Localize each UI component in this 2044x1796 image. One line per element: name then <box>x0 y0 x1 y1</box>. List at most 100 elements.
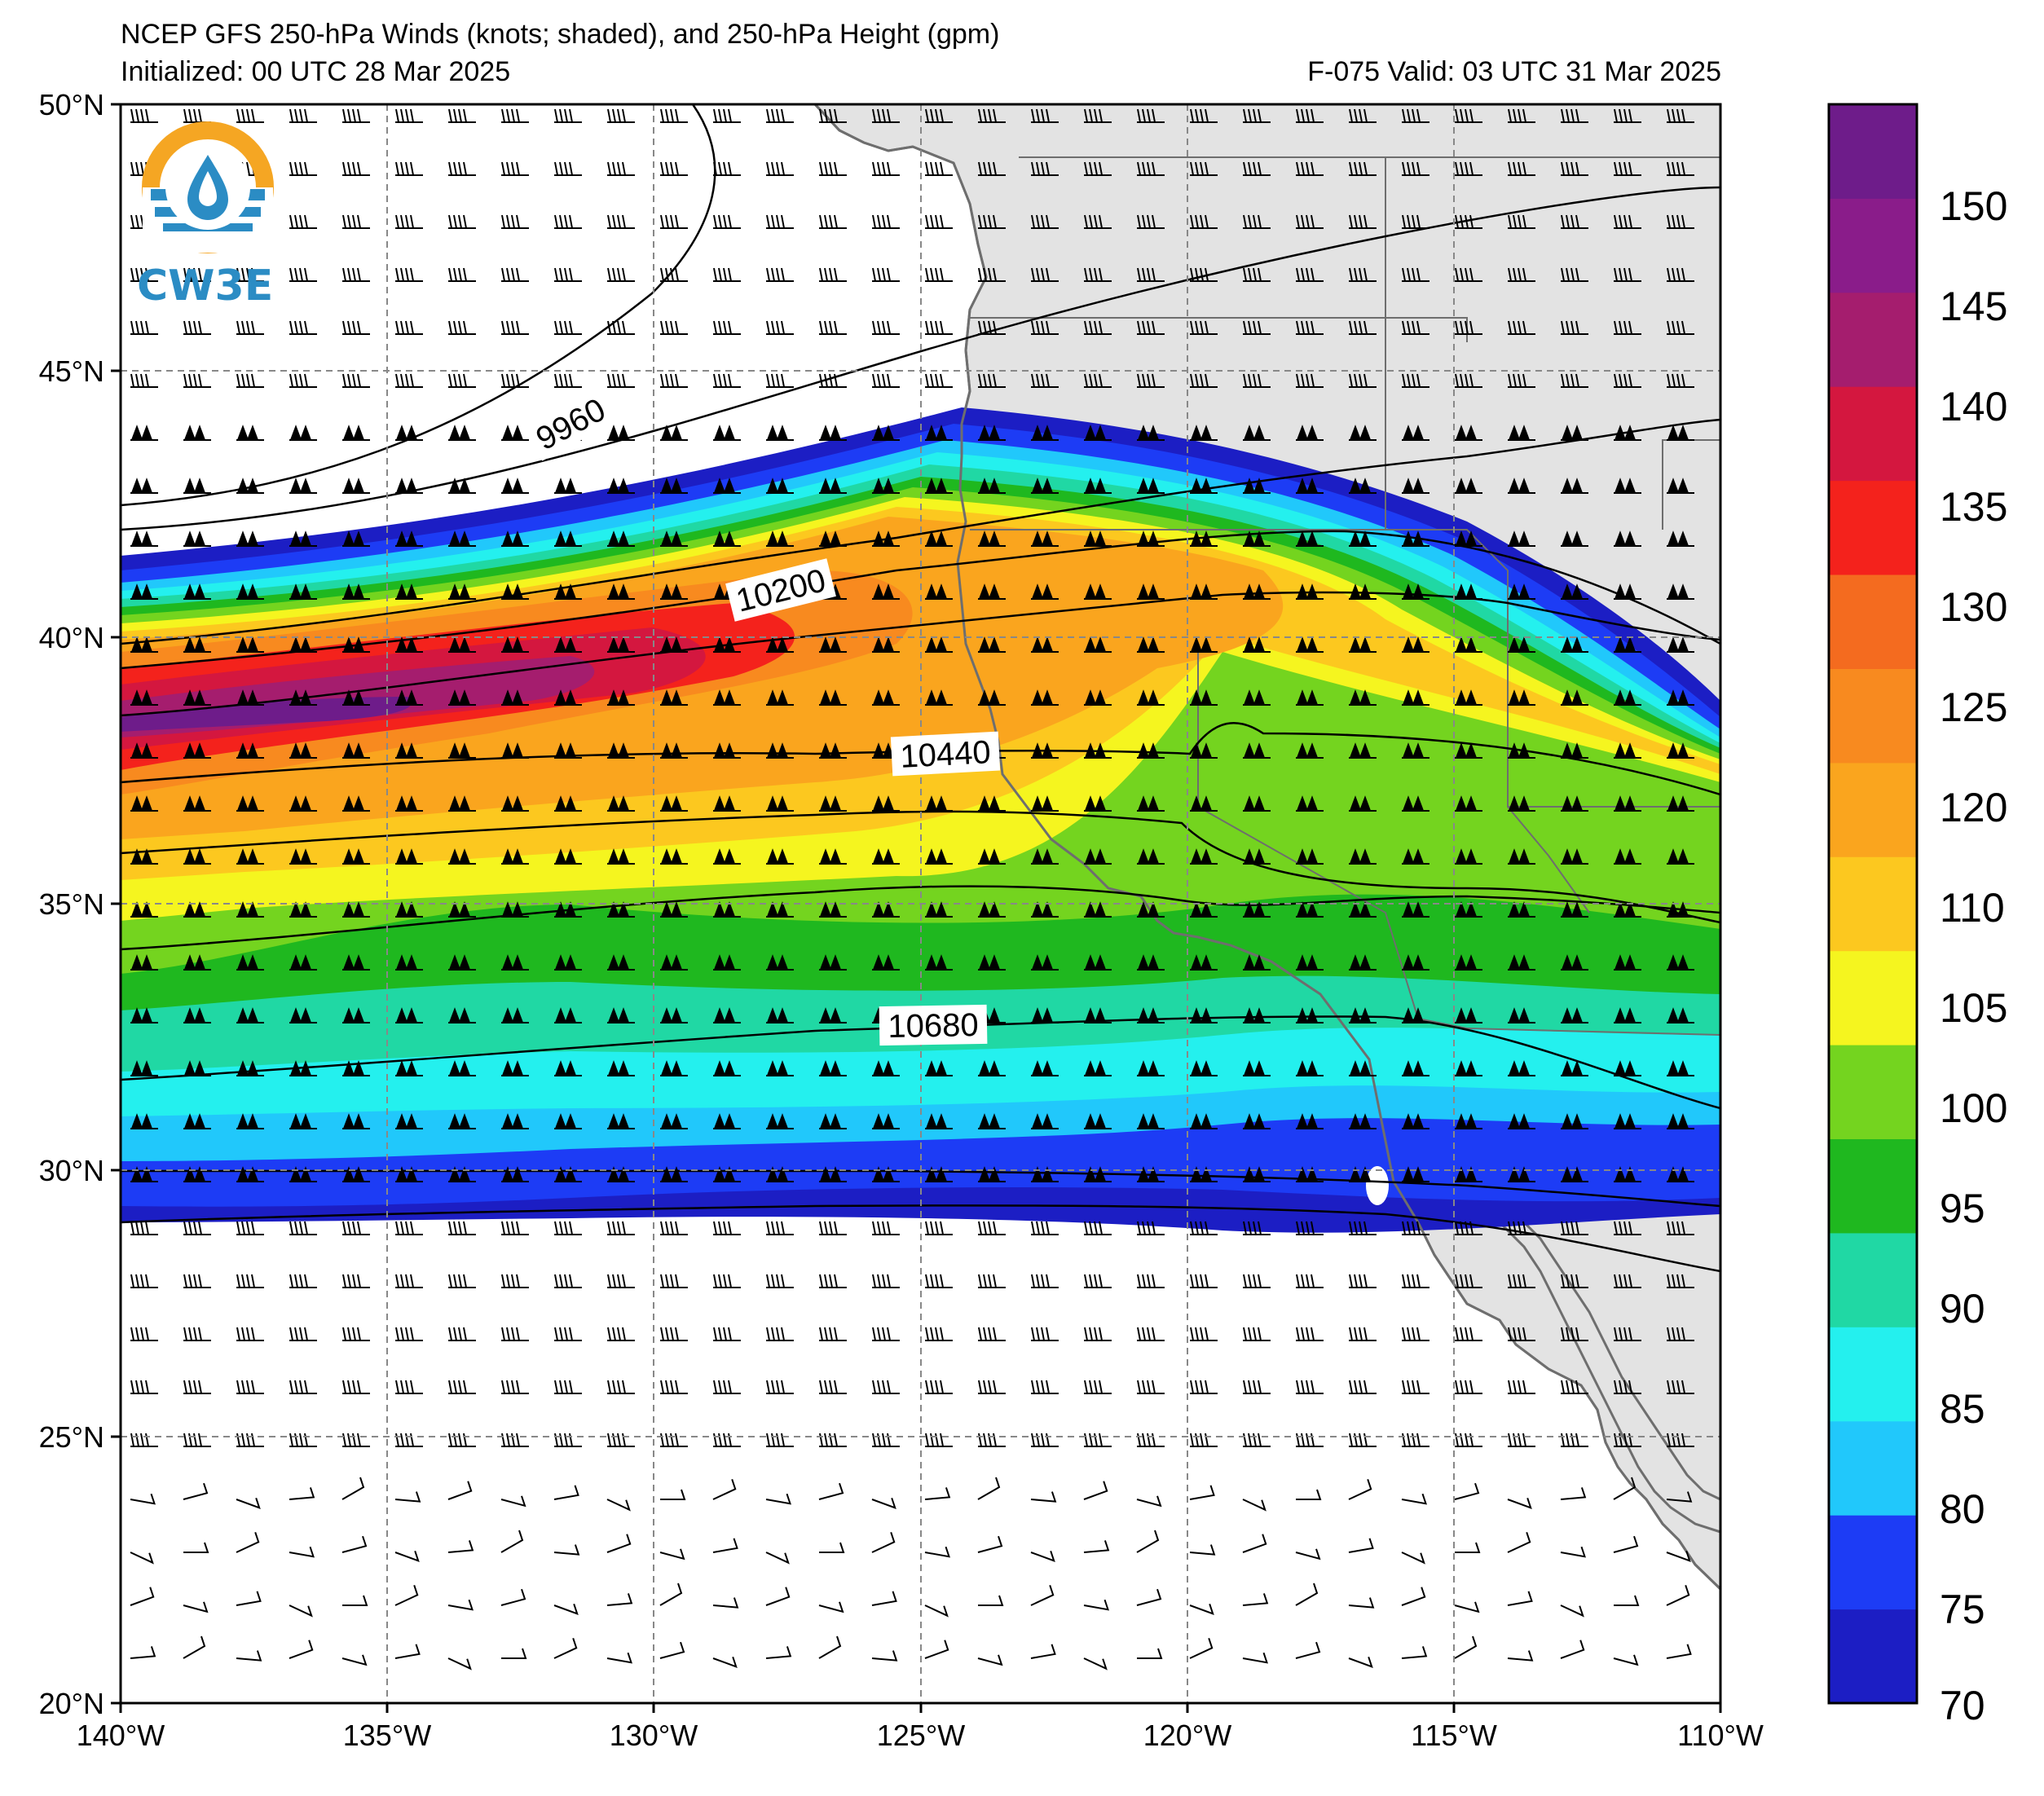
wind-barb-icon <box>819 161 847 176</box>
wind-barb-icon <box>766 161 794 176</box>
coastline <box>813 104 1720 1591</box>
wind-barb-icon <box>1031 583 1059 600</box>
wind-barb-icon <box>1402 478 1429 494</box>
wind-barb-icon <box>872 795 900 812</box>
cb-label-145: 145 <box>1940 284 2007 329</box>
wind-barb-icon <box>554 636 582 653</box>
wind-barb-icon <box>130 1380 158 1394</box>
wind-barb-icon <box>342 425 370 441</box>
wind-barb-icon <box>1667 954 1694 971</box>
wind-barb-icon <box>342 1221 370 1235</box>
wind-barb-icon <box>924 1546 950 1558</box>
wind-barb-icon <box>978 478 1006 494</box>
wind-barb-icon <box>448 1327 476 1341</box>
wind-barb-icon <box>1243 267 1271 282</box>
wind-barb-icon <box>1084 636 1112 653</box>
wind-barb-icon <box>872 1113 900 1129</box>
wind-barb-icon <box>1031 1327 1059 1341</box>
wind-barb-icon <box>1401 1646 1428 1659</box>
colorbar-bin <box>1829 1609 1917 1704</box>
wind-barb-icon <box>1295 1641 1321 1659</box>
wind-barb-icon <box>183 742 211 759</box>
wind-barb-icon <box>1508 954 1535 971</box>
wind-barb-icon <box>1190 161 1218 176</box>
wind-barb-icon <box>1137 1433 1165 1447</box>
wind-barb-icon <box>1349 636 1377 653</box>
wind-barb-icon <box>1137 1274 1165 1288</box>
wind-barb-icon <box>1349 848 1377 865</box>
lat-label-40: 40°N <box>39 621 104 654</box>
wind-barb-icon <box>1349 742 1377 759</box>
wind-barb-icon <box>1667 1007 1694 1023</box>
wind-barb-icon <box>554 689 582 706</box>
valid-time: F-075 Valid: 03 UTC 31 Mar 2025 <box>1307 56 1721 87</box>
wind-barb-icon <box>501 108 529 123</box>
wind-barb-icon <box>1296 1060 1324 1076</box>
wind-barb-icon <box>925 1113 953 1129</box>
wind-barb-icon <box>1243 214 1271 229</box>
wind-barb-icon <box>1349 1433 1377 1447</box>
wind-barb-icon <box>712 1656 738 1668</box>
wind-barb-icon <box>713 425 741 441</box>
wind-barb-icon <box>1613 1477 1637 1500</box>
wind-barb-icon <box>289 742 317 759</box>
wind-barb-icon <box>183 267 211 282</box>
wind-barb-icon <box>341 1654 368 1666</box>
wind-barb-icon <box>447 1540 474 1553</box>
wind-barb-icon <box>1030 1491 1057 1503</box>
wind-barb-icon <box>1454 1482 1480 1500</box>
wind-barb-icon <box>1349 1380 1377 1394</box>
wind-barb-icon <box>183 1274 211 1288</box>
wind-barb-icon <box>978 954 1006 971</box>
wind-barb-icon <box>713 530 741 547</box>
wind-barb-icon <box>395 530 423 547</box>
wind-barb-icon <box>1349 1274 1377 1288</box>
wind-barb-icon <box>925 267 953 282</box>
wind-barb-icon <box>342 1433 370 1447</box>
wind-barb-icon <box>1296 161 1324 176</box>
wind-barb-icon <box>607 1007 635 1023</box>
wind-barb-icon <box>1084 1221 1112 1235</box>
wind-barb-icon <box>1137 108 1165 123</box>
lon-axis <box>119 1703 1722 1713</box>
wind-barb-icon <box>183 636 211 653</box>
wind-barb-icon <box>1084 108 1112 123</box>
wind-barb-icon <box>660 583 688 600</box>
wind-barb-icon <box>289 795 317 812</box>
wind-barb-icon <box>659 1548 685 1560</box>
wind-barb-icon <box>766 425 794 441</box>
wind-barb-icon <box>872 583 900 600</box>
wind-barb-icon <box>1243 1274 1271 1288</box>
cb-label-70: 70 <box>1940 1683 1985 1728</box>
wind-barb-icon <box>1084 583 1112 600</box>
cb-label-100: 100 <box>1940 1085 2007 1131</box>
wind-barb-icon <box>819 1433 847 1447</box>
wind-barb-icon <box>1084 1166 1112 1182</box>
wind-barb-icon <box>871 1650 898 1662</box>
colorbar-bin <box>1829 574 1917 669</box>
wind-barb-icon <box>130 954 158 971</box>
wind-barb-icon <box>1083 1657 1108 1671</box>
lat-labels: 50°N 45°N 40°N 35°N 30°N 25°N 20°N <box>39 88 104 1720</box>
wind-barb-icon <box>1455 1060 1482 1076</box>
wind-barb-icon <box>607 1433 635 1447</box>
wind-barb-icon <box>1402 1433 1429 1447</box>
wind-barb-icon <box>1402 1327 1429 1341</box>
wind-barb-icon <box>236 267 264 282</box>
wind-barb-icon <box>1667 689 1694 706</box>
cb-label-125: 125 <box>1940 685 2007 730</box>
lat-lon-grid <box>121 104 1720 1703</box>
wind-barb-icon <box>1190 1060 1218 1076</box>
wind-barb-icon <box>765 1587 791 1606</box>
wind-barb-icon <box>978 267 1006 282</box>
wind-barb-icon <box>448 214 476 229</box>
wind-barb-icon <box>1031 108 1059 123</box>
wind-barb-icon <box>1084 214 1112 229</box>
map-title: NCEP GFS 250-hPa Winds (knots; shaded), … <box>121 19 1000 50</box>
wind-barb-icon <box>1243 636 1271 653</box>
wind-barb-icon <box>713 1380 741 1394</box>
wind-barb-icon <box>1242 1499 1266 1512</box>
wind-barb-icon <box>448 161 476 176</box>
wind-barb-icon <box>1667 1166 1694 1182</box>
wind-barb-icon <box>1667 1060 1694 1076</box>
